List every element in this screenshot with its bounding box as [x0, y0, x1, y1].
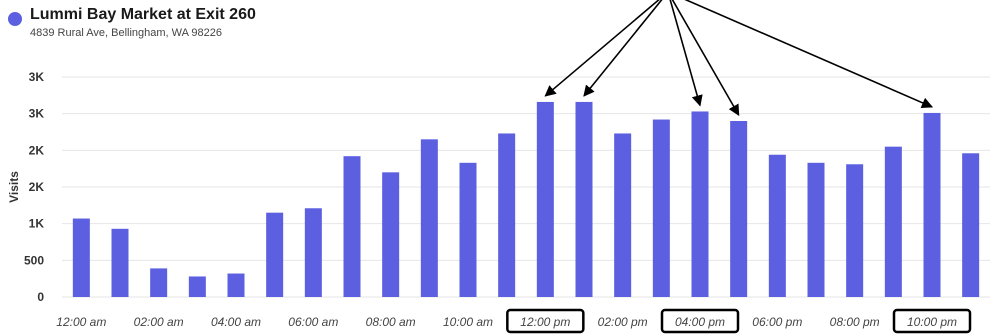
bar	[730, 121, 748, 297]
bar	[188, 276, 206, 297]
x-tick-label: 02:00 pm	[598, 315, 648, 329]
x-tick-label: 04:00 pm	[675, 315, 725, 329]
bar	[652, 119, 670, 298]
bar	[150, 268, 168, 297]
bar	[536, 101, 554, 297]
grid-lines	[62, 76, 990, 298]
bar	[575, 101, 593, 297]
bar	[227, 273, 245, 297]
x-tick-label: 12:00 am	[56, 315, 106, 329]
y-tick-label: 500	[24, 253, 44, 267]
y-tick-label: 2K	[29, 180, 45, 194]
x-tick-label: 12:00 pm	[520, 315, 570, 329]
bar	[807, 162, 825, 297]
y-tick-label: 3K	[29, 107, 45, 121]
highlight-box	[660, 308, 740, 334]
chart-address: 4839 Rural Ave, Bellingham, WA 98226	[30, 27, 223, 39]
annotation-arrow	[544, 0, 660, 97]
bar	[72, 218, 90, 297]
bars	[72, 101, 980, 298]
x-tick-label: 04:00 am	[211, 315, 261, 329]
highlight-box	[892, 308, 972, 334]
bar	[266, 212, 284, 297]
bar	[459, 162, 477, 297]
x-tick-label: 06:00 am	[288, 315, 338, 329]
bar	[923, 112, 941, 297]
x-tick-label: 02:00 am	[134, 315, 184, 329]
bar	[768, 154, 786, 297]
annotation-arrows	[544, 0, 934, 116]
bar	[382, 172, 400, 297]
y-tick-label: 1K	[29, 217, 45, 231]
legend-dot	[8, 12, 22, 26]
x-tick-label: 10:00 am	[443, 315, 493, 329]
bar	[846, 164, 864, 297]
bar	[614, 133, 632, 297]
x-tick-label: 08:00 pm	[830, 315, 880, 329]
x-axis-ticks: 12:00 am 02:00 am 04:00 am 06:00 am 08:00 am…	[56, 315, 957, 329]
highlight-box	[506, 308, 585, 334]
bar	[691, 111, 709, 297]
bar	[498, 133, 516, 297]
y-tick-label: 3K	[29, 70, 45, 84]
annotation-arrow	[583, 0, 663, 97]
annotation-arrow	[684, 0, 934, 109]
annotation-arrow	[671, 0, 740, 116]
bar	[884, 146, 902, 297]
chart-title: Lummi Bay Market at Exit 260	[30, 6, 256, 23]
annotation-arrow	[669, 0, 703, 107]
x-tick-label: 06:00 pm	[752, 315, 802, 329]
bar	[962, 153, 980, 297]
y-axis-label: Visits	[7, 171, 21, 203]
bar	[111, 228, 129, 297]
x-tick-label: 10:00 pm	[907, 315, 957, 329]
bar	[304, 208, 322, 297]
x-tick-label: 08:00 am	[366, 315, 416, 329]
y-tick-label: 2K	[29, 143, 45, 157]
y-tick-label: 0	[37, 290, 44, 304]
highlight-boxes	[506, 308, 972, 334]
y-axis-ticks: 0 500 1K 2K 2K 3K 3K	[24, 70, 44, 304]
bar	[343, 156, 361, 297]
bar	[420, 139, 438, 297]
